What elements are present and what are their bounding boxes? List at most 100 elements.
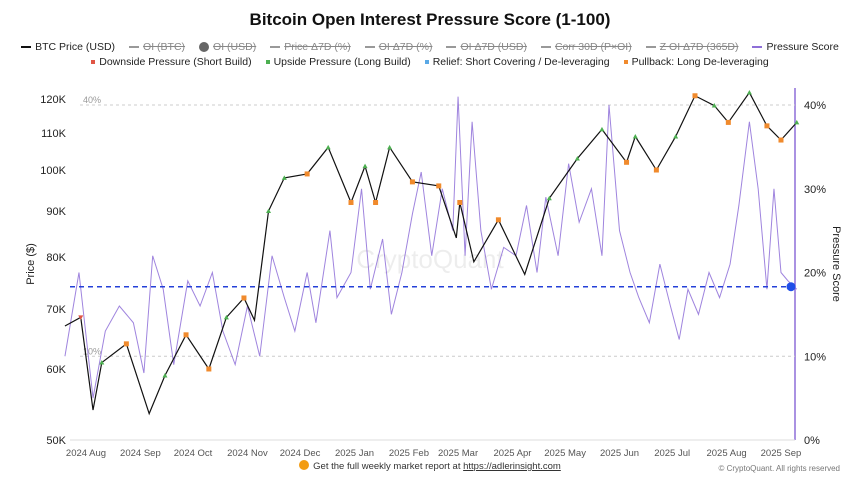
marker-up <box>794 119 800 125</box>
marker-up <box>266 208 272 214</box>
x-tick-label: 2025 May <box>544 448 586 459</box>
legend-item[interactable]: Relief: Short Covering / De-leveraging <box>424 56 610 68</box>
y-tick-label-left: 70K <box>46 304 66 316</box>
marker-pullback <box>409 179 415 185</box>
legend-item[interactable]: Upside Pressure (Long Build) <box>265 56 411 68</box>
marker-up <box>162 373 168 378</box>
marker-pullback <box>764 123 770 129</box>
legend-item[interactable]: Z OI Δ7D (365D) <box>645 41 739 53</box>
marker-pullback <box>373 199 379 205</box>
marker-pullback <box>123 341 129 347</box>
y-tick-label-left: 60K <box>46 364 66 376</box>
legend-line-icon <box>364 46 375 48</box>
y-axis-label-right: Pressure Score <box>830 226 842 302</box>
legend-line-icon <box>540 46 551 48</box>
copyright: © CryptoQuant. All rights reserved <box>718 464 841 473</box>
y-tick-label-left: 90K <box>46 206 66 218</box>
marker-pullback <box>778 137 784 143</box>
footer-text: Get the full weekly market report at <box>313 461 461 472</box>
legend-label: OI Δ7D (%) <box>378 41 433 53</box>
band-label: 40% <box>83 95 101 105</box>
legend-marker-icon <box>623 60 628 64</box>
legend-label: OI (USD) <box>213 41 257 53</box>
legend-line-icon <box>270 46 281 48</box>
legend-item[interactable]: OI (BTC) <box>129 41 185 53</box>
x-tick-label: 2025 Feb <box>389 448 429 459</box>
legend-series: BTC Price (USD) OI (BTC) OI (USD) Price Δ7D… <box>0 41 860 53</box>
y-tick-label-left: 50K <box>46 435 66 447</box>
marker-up <box>223 314 229 320</box>
marker-up <box>325 144 331 150</box>
legend-label: Corr 30D (P×OI) <box>554 41 632 53</box>
x-tick-label: 2024 Oct <box>174 448 213 459</box>
legend-item[interactable]: OI (USD) <box>199 41 256 53</box>
legend-markers: Downside Pressure (Short Build) Upside Pr… <box>0 56 860 68</box>
marker-pullback <box>183 332 189 338</box>
x-tick-label: 2024 Sep <box>120 448 161 459</box>
legend-item[interactable]: OI Δ7D (USD) <box>446 41 527 53</box>
marker-up <box>546 195 552 201</box>
legend-item[interactable]: Pressure Score <box>752 41 839 53</box>
y-tick-label-right: 10% <box>804 351 826 363</box>
marker-pullback <box>348 199 354 205</box>
legend-label: Price Δ7D (%) <box>284 41 351 53</box>
marker-pullback <box>653 167 659 173</box>
legend-marker-icon <box>265 60 270 64</box>
legend-dot-icon <box>199 42 210 52</box>
legend-label: Upside Pressure (Long Build) <box>273 56 411 68</box>
legend-item[interactable]: Downside Pressure (Short Build) <box>91 56 252 68</box>
marker-pullback <box>624 159 630 165</box>
y-tick-label-right: 0% <box>804 435 820 447</box>
band-label: 10% <box>83 346 101 356</box>
y-tick-label-left: 110K <box>41 128 67 140</box>
y-tick-label-left: 100K <box>40 165 66 177</box>
legend-line-icon <box>446 46 457 48</box>
legend-item[interactable]: Price Δ7D (%) <box>270 41 351 53</box>
footer-link[interactable]: https://adlerinsight.com <box>463 461 561 472</box>
marker-pullback <box>304 171 310 177</box>
legend-label: Pullback: Long De-leveraging <box>631 56 769 68</box>
marker-up <box>362 163 368 169</box>
x-tick-label: 2025 Jul <box>654 448 690 459</box>
marker-up <box>673 133 679 139</box>
legend-item[interactable]: OI Δ7D (%) <box>364 41 433 53</box>
legend-marker-icon <box>91 60 96 64</box>
pressure-score-line <box>64 96 798 399</box>
marker-up <box>99 360 105 365</box>
marker-up <box>746 90 752 95</box>
legend-item[interactable]: BTC Price (USD) <box>21 41 115 53</box>
marker-pullback <box>241 295 247 301</box>
x-tick-label: 2025 Mar <box>438 448 478 459</box>
y-tick-label-left: 120K <box>40 94 66 106</box>
legend-label: OI Δ7D (USD) <box>460 41 527 53</box>
x-tick-label: 2024 Aug <box>66 448 106 459</box>
chart-title: Bitcoin Open Interest Pressure Score (1-… <box>249 10 611 29</box>
x-tick-label: 2024 Nov <box>227 448 268 459</box>
x-tick-label: 2024 Dec <box>280 448 321 459</box>
marker-down <box>78 315 84 320</box>
legend-label: OI (BTC) <box>143 41 186 53</box>
marker-up <box>599 126 605 132</box>
marker-up <box>281 175 287 180</box>
marker-pullback <box>495 217 501 223</box>
x-tick-label: 2025 Jan <box>335 448 374 459</box>
legend-item[interactable]: Pullback: Long De-leveraging <box>623 56 769 68</box>
legend-label: Relief: Short Covering / De-leveraging <box>432 56 610 68</box>
legend-marker-icon <box>424 60 429 64</box>
y-tick-label-left: 80K <box>46 252 66 264</box>
coin-icon <box>299 460 310 470</box>
x-tick-label: 2025 Apr <box>493 448 531 459</box>
x-tick-label: 2025 Sep <box>761 448 802 459</box>
marker-pullback <box>206 366 212 372</box>
marker-pullback <box>692 93 698 99</box>
legend-label: Z OI Δ7D (365D) <box>659 41 739 53</box>
legend-label: Downside Pressure (Short Build) <box>99 56 252 68</box>
marker-up <box>632 133 638 139</box>
legend-label: BTC Price (USD) <box>35 41 116 53</box>
marker-up <box>711 103 717 108</box>
x-tick-label: 2025 Jun <box>600 448 639 459</box>
marker-up <box>387 144 393 150</box>
legend-item[interactable]: Corr 30D (P×OI) <box>540 41 632 53</box>
y-tick-label-right: 20% <box>804 268 826 280</box>
